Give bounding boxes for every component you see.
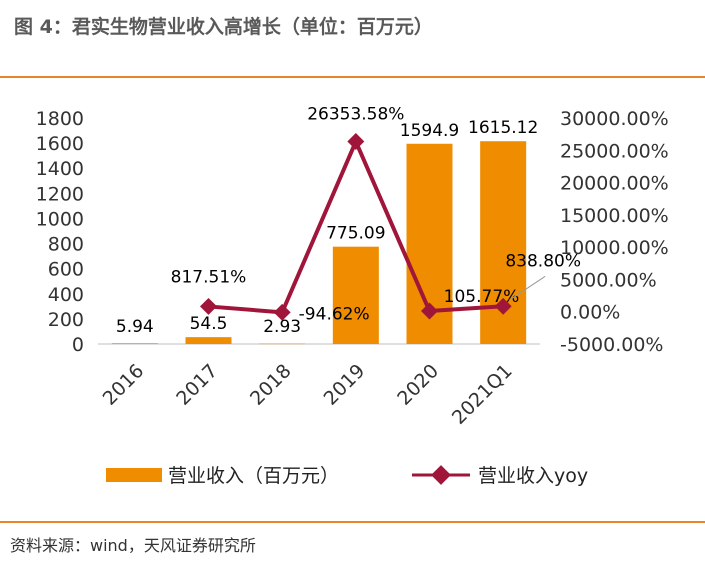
left-axis-tick-label: 800 — [48, 234, 84, 256]
bar — [185, 337, 232, 344]
yoy-marker — [273, 303, 291, 321]
yoy-data-label: -94.62% — [299, 304, 370, 324]
x-axis-tick-label: 2017 — [172, 360, 222, 410]
bar — [111, 343, 158, 344]
right-axis-tick-label: 25000.00% — [560, 140, 669, 162]
bar — [332, 246, 379, 344]
right-axis-tick-label: 30000.00% — [560, 108, 669, 130]
left-axis-tick-label: 1000 — [36, 208, 84, 230]
yoy-marker — [347, 133, 365, 151]
x-axis-tick-label: 2016 — [99, 360, 149, 410]
bar — [259, 343, 306, 345]
bar-data-labels: 5.94 54.5 2.93 775.09 1594.9 1615.12 — [116, 118, 538, 337]
left-axis-tick-label: 1800 — [36, 108, 84, 130]
source-note: 资料来源：wind，天风证券研究所 — [10, 536, 256, 555]
left-axis-tick-label: 0 — [72, 334, 84, 356]
right-axis-tick-label: 5000.00% — [560, 269, 657, 291]
chart-title: 图 4：君实生物营业收入高增长（单位：百万元） — [14, 16, 433, 38]
x-axis: 2016 2017 2018 2019 2020 2021Q1 — [99, 360, 517, 429]
left-axis-tick-label: 1600 — [36, 133, 84, 155]
bar-data-label: 5.94 — [116, 317, 154, 337]
bar-data-label: 775.09 — [326, 224, 385, 244]
bottom-divider — [0, 521, 705, 523]
left-axis-tick-label: 1400 — [36, 158, 84, 180]
bar-data-label: 2.93 — [263, 317, 301, 337]
bar-data-label: 1594.9 — [400, 121, 459, 141]
bar-data-label: 1615.12 — [468, 118, 538, 138]
yoy-data-label: 26353.58% — [307, 105, 404, 125]
right-axis-tick-label: 20000.00% — [560, 173, 669, 195]
legend-line-label: 营业收入yoy — [478, 465, 588, 487]
yoy-data-label: 105.77% — [444, 287, 520, 307]
yoy-marker — [494, 297, 512, 315]
left-axis: 0 200 400 600 800 1000 1200 1400 1600 1800 — [36, 108, 84, 356]
x-axis-tick-label: 2020 — [393, 360, 443, 410]
x-axis-tick-label: 2019 — [320, 360, 370, 410]
legend-bar-label: 营业收入（百万元） — [168, 465, 339, 487]
combo-chart: 0 200 400 600 800 1000 1200 1400 1600 1800 -5000.… — [36, 105, 669, 487]
right-axis-tick-label: 15000.00% — [560, 205, 669, 227]
legend: 营业收入（百万元） 营业收入yoy — [106, 465, 588, 487]
legend-line-marker — [431, 465, 451, 485]
right-axis-tick-label: -5000.00% — [560, 334, 663, 356]
yoy-data-label: 817.51% — [171, 267, 247, 287]
left-axis-tick-label: 1200 — [36, 183, 84, 205]
legend-bar-swatch — [106, 468, 162, 482]
x-axis-tick-label: 2021Q1 — [448, 360, 517, 429]
left-axis-tick-label: 200 — [48, 309, 84, 331]
right-axis-tick-label: 10000.00% — [560, 237, 669, 259]
left-axis-tick-label: 400 — [48, 284, 84, 306]
line-data-labels: 817.51% -94.62% 26353.58% 105.77% 838.80% — [171, 105, 581, 325]
yoy-label-leader — [508, 275, 546, 301]
yoy-marker — [421, 302, 438, 320]
x-axis-tick-label: 2018 — [246, 360, 296, 410]
left-axis-tick-label: 600 — [48, 259, 84, 281]
top-divider — [0, 76, 705, 78]
right-axis: -5000.00% 0.00% 5000.00% 10000.00% 15000.00%… — [560, 108, 669, 356]
right-axis-tick-label: 0.00% — [560, 302, 620, 324]
yoy-data-label: 838.80% — [505, 251, 581, 271]
yoy-marker — [200, 297, 217, 315]
bar-data-label: 54.5 — [190, 314, 228, 334]
